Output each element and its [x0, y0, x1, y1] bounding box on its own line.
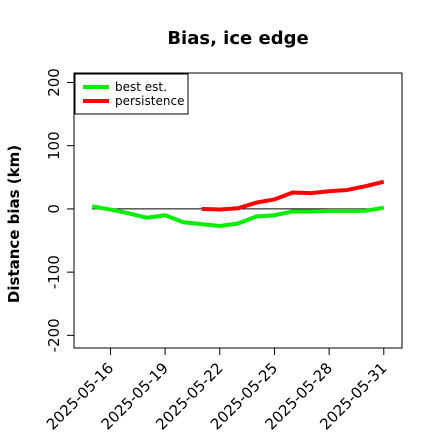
y-tick-label: -200: [45, 318, 63, 352]
y-tick-label: 100: [45, 131, 63, 160]
y-tick-label: 0: [45, 204, 63, 214]
series-line-best-est: [91, 204, 385, 228]
legend-box: [74, 73, 189, 115]
y-axis-label: Distance bias (km): [5, 145, 23, 303]
plot-frame: [73, 72, 403, 349]
legend-label: persistence: [115, 94, 184, 108]
chart-title: Bias, ice edge: [167, 28, 308, 49]
series-line-persistence: [201, 179, 385, 212]
y-tick-label: 200: [45, 68, 63, 97]
y-tick-label: -100: [45, 255, 63, 289]
legend-label: best est.: [115, 80, 167, 94]
